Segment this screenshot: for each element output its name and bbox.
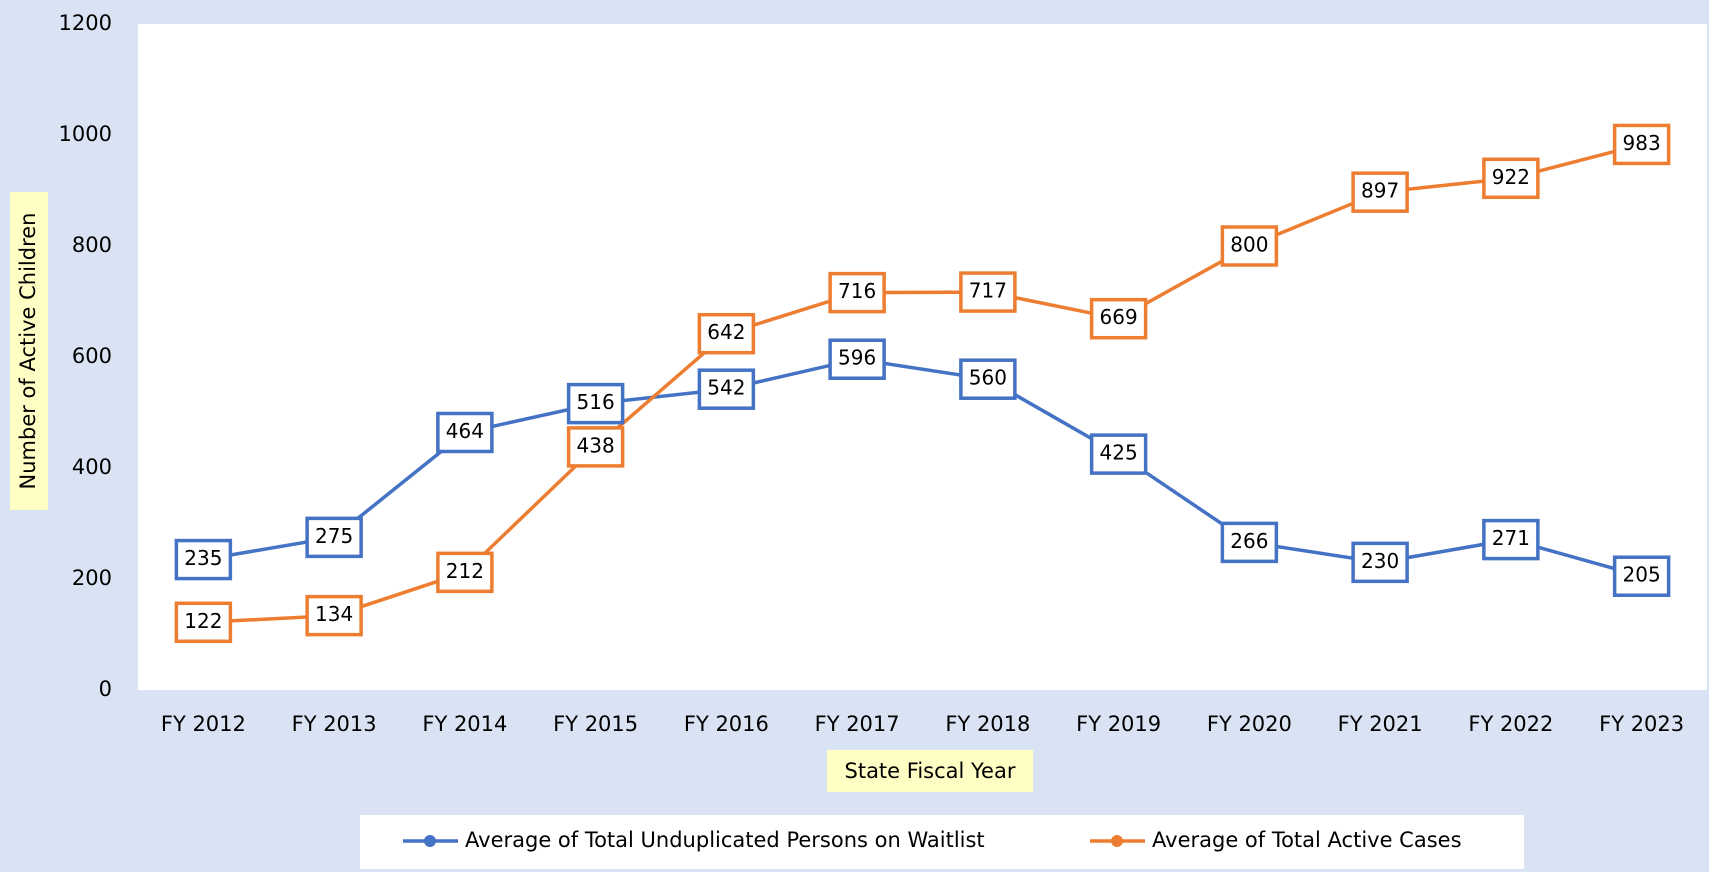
y-tick-label: 1200 [59, 11, 112, 35]
data-label: 235 [184, 546, 222, 570]
x-axis-label: State Fiscal Year [845, 759, 1016, 783]
data-label-box [305, 594, 363, 637]
x-tick-label: FY 2019 [1076, 712, 1161, 736]
data-label: 717 [969, 279, 1007, 303]
data-label: 271 [1492, 526, 1530, 550]
legend-marker [1111, 835, 1123, 847]
data-label: 230 [1361, 549, 1399, 573]
data-label: 716 [838, 279, 876, 303]
data-label-box [305, 516, 363, 559]
data-label-box [1351, 171, 1409, 213]
data-label: 983 [1623, 131, 1661, 155]
data-label-box [828, 271, 886, 314]
data-label: 212 [446, 559, 484, 583]
data-label: 134 [315, 602, 353, 626]
data-label: 266 [1230, 529, 1268, 553]
x-tick-label: FY 2013 [292, 712, 377, 736]
data-label: 560 [969, 366, 1007, 390]
x-tick-label: FY 2020 [1207, 712, 1292, 736]
y-tick-label: 400 [72, 455, 112, 479]
x-tick-label: FY 2014 [422, 712, 507, 736]
data-label: 800 [1230, 233, 1268, 257]
data-label: 122 [184, 609, 222, 633]
data-label: 669 [1100, 305, 1138, 329]
data-label: 542 [707, 376, 745, 400]
data-label: 922 [1492, 165, 1530, 189]
data-label-box [1089, 297, 1148, 340]
data-label-box [174, 601, 233, 644]
data-label: 464 [446, 419, 484, 443]
x-tick-label: FY 2021 [1338, 712, 1423, 736]
x-tick-label: FY 2018 [945, 712, 1030, 736]
data-label-box [1220, 225, 1279, 267]
data-label-box [436, 551, 494, 594]
y-tick-label: 800 [72, 233, 112, 257]
data-label-box [174, 538, 233, 581]
x-tick-label: FY 2012 [161, 712, 246, 736]
data-label-box [436, 411, 494, 454]
legend [360, 815, 1524, 869]
data-label: 438 [577, 433, 615, 457]
data-label-box [828, 338, 886, 380]
legend-marker [424, 835, 436, 847]
data-label-box [1482, 157, 1540, 200]
data-label: 897 [1361, 179, 1399, 203]
data-label: 275 [315, 524, 353, 548]
y-tick-label: 200 [72, 566, 112, 590]
data-label-box [697, 368, 756, 410]
data-label: 516 [577, 390, 615, 414]
data-label-box [566, 382, 625, 425]
y-tick-label: 1000 [59, 122, 112, 146]
x-label-bg [827, 750, 1033, 792]
x-tick-label: FY 2016 [684, 712, 769, 736]
y-label-bg [10, 192, 48, 510]
y-axis-label: Number of Active Children [16, 213, 40, 490]
data-label-box [566, 426, 625, 468]
x-tick-label: FY 2017 [815, 712, 900, 736]
y-tick-label: 600 [72, 344, 112, 368]
x-tick-label: FY 2023 [1599, 712, 1684, 736]
data-label-box [959, 271, 1017, 313]
y-tick-label: 0 [99, 677, 112, 701]
data-label-box [1351, 541, 1409, 584]
legend-label: Average of Total Active Cases [1152, 828, 1462, 852]
data-label-box [697, 312, 756, 355]
x-tick-label: FY 2022 [1468, 712, 1553, 736]
data-label-box [1612, 555, 1671, 597]
data-label-box [1089, 433, 1148, 475]
data-label: 425 [1100, 441, 1138, 465]
data-label-box [959, 358, 1017, 400]
x-tick-label: FY 2015 [553, 712, 638, 736]
data-label-box [1220, 521, 1279, 564]
data-label-box [1482, 518, 1540, 561]
legend-label: Average of Total Unduplicated Persons on… [465, 828, 985, 852]
data-label: 596 [838, 346, 876, 370]
data-label: 205 [1623, 563, 1661, 587]
data-label-box [1612, 123, 1671, 166]
data-label: 642 [707, 320, 745, 344]
plot-area [138, 24, 1707, 690]
